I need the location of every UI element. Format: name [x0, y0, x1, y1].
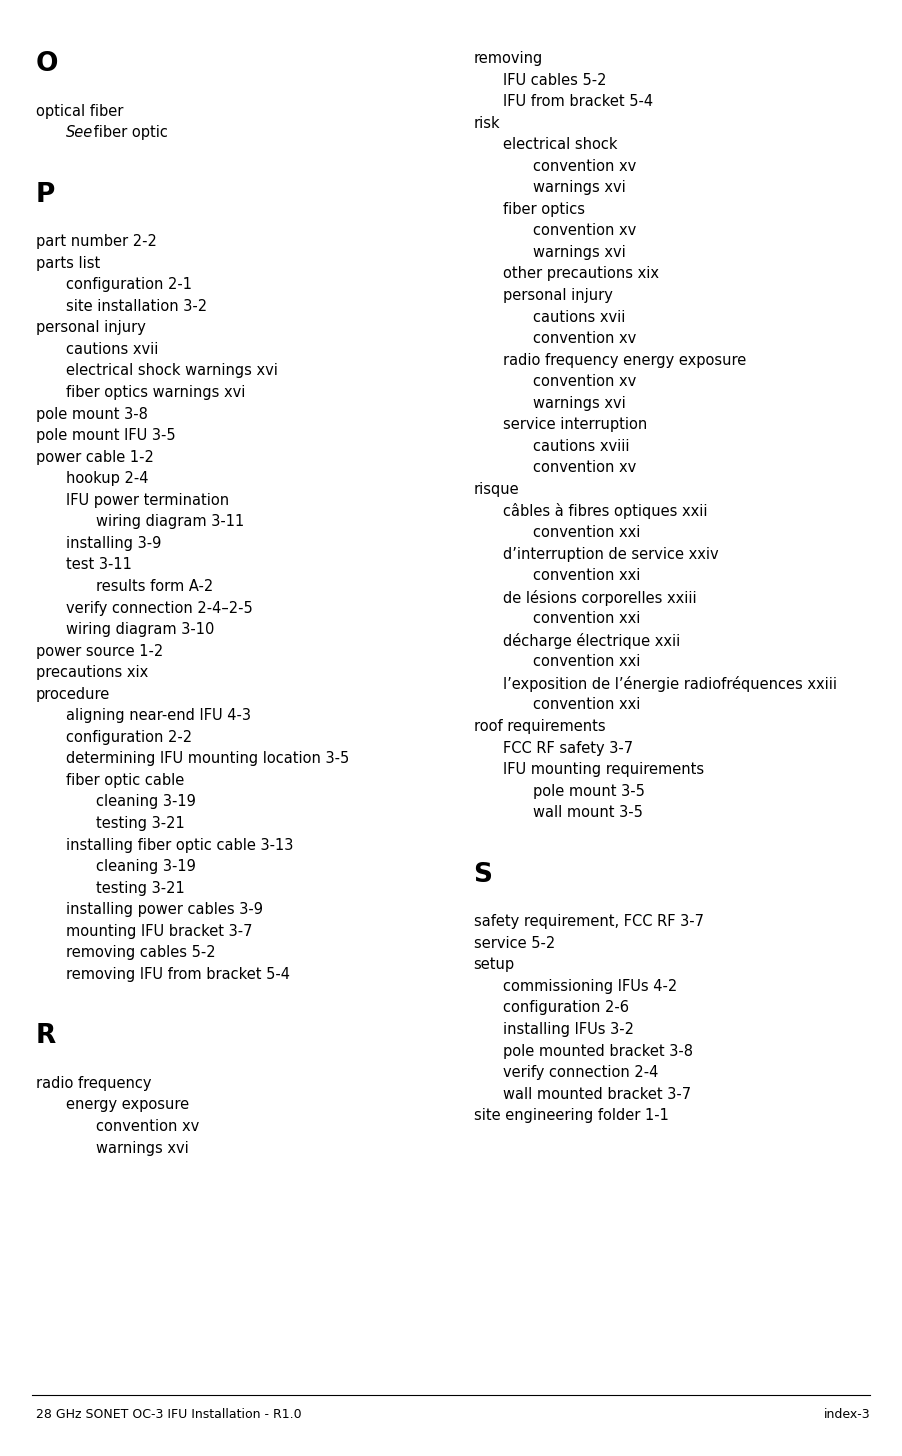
Text: convention xv: convention xv: [533, 331, 636, 347]
Text: IFU power termination: IFU power termination: [66, 492, 229, 508]
Text: installing power cables 3-9: installing power cables 3-9: [66, 903, 262, 917]
Text: wiring diagram 3-10: wiring diagram 3-10: [66, 622, 214, 638]
Text: determining IFU mounting location 3-5: determining IFU mounting location 3-5: [66, 751, 349, 766]
Text: convention xxi: convention xxi: [533, 568, 640, 584]
Text: commissioning IFUs 4-2: commissioning IFUs 4-2: [503, 978, 677, 994]
Text: wiring diagram 3-11: wiring diagram 3-11: [96, 514, 244, 530]
Text: fiber optics warnings xvi: fiber optics warnings xvi: [66, 384, 245, 400]
Text: setup: setup: [474, 958, 515, 973]
Text: pole mount 3-8: pole mount 3-8: [36, 406, 148, 422]
Text: cautions xviii: cautions xviii: [533, 438, 630, 454]
Text: power source 1-2: power source 1-2: [36, 644, 163, 658]
Text: warnings xvi: warnings xvi: [533, 181, 626, 195]
Text: precautions xix: precautions xix: [36, 665, 148, 680]
Text: warnings xvi: warnings xvi: [533, 396, 626, 411]
Text: configuration 2-2: configuration 2-2: [66, 729, 192, 745]
Text: O: O: [36, 51, 59, 77]
Text: l’exposition de l’énergie radiofréquences xxiii: l’exposition de l’énergie radiofréquence…: [503, 676, 837, 692]
Text: removing IFU from bracket 5-4: removing IFU from bracket 5-4: [66, 967, 290, 981]
Text: convention xxi: convention xxi: [533, 654, 640, 670]
Text: risk: risk: [474, 115, 501, 131]
Text: part number 2-2: part number 2-2: [36, 234, 157, 249]
Text: test 3-11: test 3-11: [66, 558, 132, 572]
Text: power cable 1-2: power cable 1-2: [36, 450, 154, 464]
Text: electrical shock: electrical shock: [503, 137, 618, 153]
Text: personal injury: personal injury: [36, 320, 146, 335]
Text: décharge électrique xxii: décharge électrique xxii: [503, 633, 681, 649]
Text: convention xv: convention xv: [533, 460, 636, 476]
Text: results form A-2: results form A-2: [96, 579, 213, 594]
Text: convention xv: convention xv: [533, 374, 636, 389]
Text: convention xv: convention xv: [533, 223, 636, 239]
Text: testing 3-21: testing 3-21: [96, 881, 184, 895]
Text: R: R: [36, 1024, 56, 1050]
Text: safety requirement, FCC RF 3-7: safety requirement, FCC RF 3-7: [474, 914, 704, 929]
Text: S: S: [474, 862, 492, 888]
Text: testing 3-21: testing 3-21: [96, 815, 184, 831]
Text: mounting IFU bracket 3-7: mounting IFU bracket 3-7: [66, 923, 253, 939]
Text: removing cables 5-2: removing cables 5-2: [66, 945, 216, 961]
Text: de lésions corporelles xxiii: de lésions corporelles xxiii: [503, 590, 697, 606]
Text: installing IFUs 3-2: installing IFUs 3-2: [503, 1022, 634, 1037]
Text: configuration 2-1: configuration 2-1: [66, 277, 192, 293]
Text: index-3: index-3: [824, 1408, 870, 1421]
Text: removing: removing: [474, 51, 543, 66]
Text: wall mounted bracket 3-7: wall mounted bracket 3-7: [503, 1086, 692, 1102]
Text: convention xxi: convention xxi: [533, 612, 640, 626]
Text: warnings xvi: warnings xvi: [96, 1140, 189, 1156]
Text: cautions xvii: cautions xvii: [533, 310, 625, 325]
Text: energy exposure: energy exposure: [66, 1098, 189, 1112]
Text: radio frequency: radio frequency: [36, 1076, 152, 1091]
Text: optical fiber: optical fiber: [36, 103, 124, 118]
Text: 28 GHz SONET OC-3 IFU Installation - R1.0: 28 GHz SONET OC-3 IFU Installation - R1.…: [36, 1408, 301, 1421]
Text: electrical shock warnings xvi: electrical shock warnings xvi: [66, 364, 278, 379]
Text: fiber optic: fiber optic: [89, 125, 168, 140]
Text: IFU mounting requirements: IFU mounting requirements: [503, 761, 704, 778]
Text: risque: risque: [474, 482, 520, 496]
Text: service interruption: service interruption: [503, 418, 648, 432]
Text: d’interruption de service xxiv: d’interruption de service xxiv: [503, 546, 719, 562]
Text: wall mount 3-5: wall mount 3-5: [533, 805, 643, 820]
Text: installing 3-9: installing 3-9: [66, 536, 161, 550]
Text: câbles à fibres optiques xxii: câbles à fibres optiques xxii: [503, 504, 708, 520]
Text: cleaning 3-19: cleaning 3-19: [96, 795, 196, 810]
Text: cautions xvii: cautions xvii: [66, 342, 158, 357]
Text: verify connection 2-4–2-5: verify connection 2-4–2-5: [66, 600, 253, 616]
Text: FCC RF safety 3-7: FCC RF safety 3-7: [503, 741, 633, 756]
Text: site installation 3-2: site installation 3-2: [66, 298, 207, 314]
Text: convention xxi: convention xxi: [533, 526, 640, 540]
Text: service 5-2: service 5-2: [474, 936, 555, 951]
Text: pole mounted bracket 3-8: pole mounted bracket 3-8: [503, 1044, 694, 1059]
Text: site engineering folder 1-1: site engineering folder 1-1: [474, 1108, 668, 1123]
Text: See: See: [66, 125, 93, 140]
Text: radio frequency energy exposure: radio frequency energy exposure: [503, 352, 747, 368]
Text: configuration 2-6: configuration 2-6: [503, 1000, 630, 1015]
Text: cleaning 3-19: cleaning 3-19: [96, 859, 196, 874]
Text: convention xv: convention xv: [96, 1120, 198, 1134]
Text: warnings xvi: warnings xvi: [533, 245, 626, 261]
Text: IFU from bracket 5-4: IFU from bracket 5-4: [503, 95, 653, 109]
Text: procedure: procedure: [36, 687, 110, 702]
Text: convention xv: convention xv: [533, 159, 636, 173]
Text: fiber optics: fiber optics: [503, 202, 585, 217]
Text: other precautions xix: other precautions xix: [503, 266, 659, 281]
Text: aligning near-end IFU 4-3: aligning near-end IFU 4-3: [66, 708, 251, 724]
Text: roof requirements: roof requirements: [474, 719, 605, 734]
Text: personal injury: personal injury: [503, 288, 613, 303]
Text: installing fiber optic cable 3-13: installing fiber optic cable 3-13: [66, 837, 293, 853]
Text: verify connection 2-4: verify connection 2-4: [503, 1066, 658, 1080]
Text: P: P: [36, 182, 55, 208]
Text: IFU cables 5-2: IFU cables 5-2: [503, 73, 607, 87]
Text: pole mount 3-5: pole mount 3-5: [533, 783, 645, 799]
Text: parts list: parts list: [36, 256, 100, 271]
Text: hookup 2-4: hookup 2-4: [66, 472, 148, 486]
Text: pole mount IFU 3-5: pole mount IFU 3-5: [36, 428, 176, 443]
Text: fiber optic cable: fiber optic cable: [66, 773, 184, 788]
Text: convention xxi: convention xxi: [533, 697, 640, 712]
